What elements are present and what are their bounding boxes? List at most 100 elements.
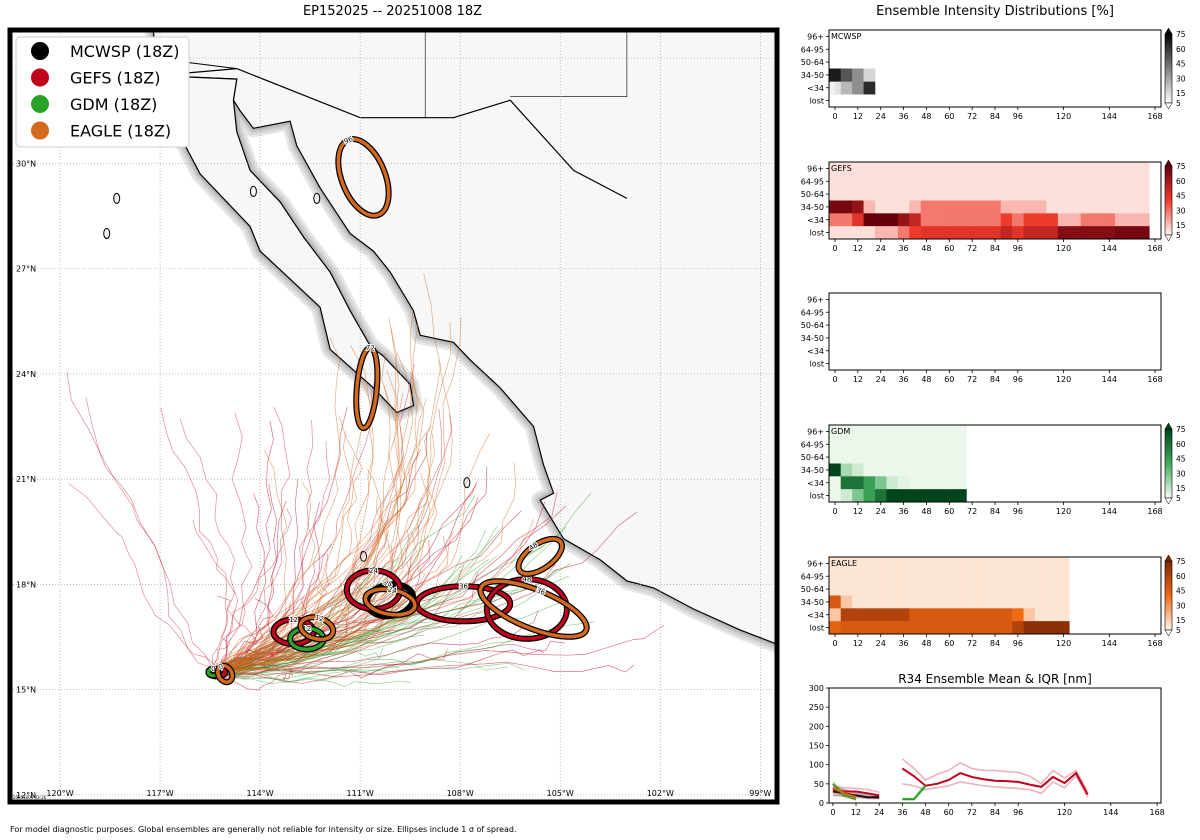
heatmap-cell — [1069, 213, 1082, 227]
heatmap-cell — [932, 162, 944, 176]
x-tick-label: 12 — [853, 375, 863, 384]
heatmap-cell — [1035, 621, 1047, 635]
heatmap-cell — [1092, 200, 1104, 214]
map-title: EP152025 -- 20251008 18Z — [302, 4, 483, 19]
heatmap-cell — [1023, 226, 1036, 240]
heatmap-cell — [1080, 162, 1093, 176]
heatmap-cell — [932, 213, 944, 227]
heatmap-cell — [943, 621, 956, 635]
heatmap-cell — [1035, 608, 1047, 622]
heatmap-cell — [863, 437, 876, 451]
heatmap-cell — [909, 621, 922, 635]
heatmap-cell — [1035, 200, 1047, 214]
heatmap-cell — [1057, 187, 1070, 201]
heatmap-cell — [1023, 187, 1036, 201]
heatmap-cell — [840, 557, 853, 571]
heatmap-cell — [1035, 226, 1047, 240]
heatmap-cell — [875, 582, 887, 596]
heatmap-cell — [829, 557, 842, 571]
heatmap-cell — [886, 582, 899, 596]
heatmap-label: GEFS — [831, 164, 852, 173]
heatmap-cell — [989, 621, 1002, 635]
ellipse-ring — [516, 537, 564, 576]
legend-label: EAGLE (18Z) — [70, 122, 171, 141]
x-tick-label: 168 — [1149, 808, 1164, 817]
map-lon-label: 108°W — [447, 789, 474, 798]
heatmap-cell — [852, 81, 864, 95]
heatmap-cell — [852, 595, 864, 609]
heatmap-cell — [897, 174, 910, 188]
map-legend: MCWSP (18Z) GEFS (18Z) GDM (18Z) EAGLE (18Z… — [15, 36, 190, 148]
heatmap-cell — [897, 595, 910, 609]
x-tick-label: 96 — [1013, 808, 1023, 817]
heatmap-cell — [909, 162, 922, 176]
colorbar-extend-bottom — [1164, 629, 1173, 637]
ensemble-track — [218, 621, 595, 675]
colorbar-tick-label: 75 — [1176, 162, 1186, 171]
heatmap-cell — [909, 200, 922, 214]
x-tick-label: 84 — [990, 639, 1000, 648]
heatmap-cell — [1046, 200, 1059, 214]
heatmap-cell — [932, 595, 944, 609]
heatmap-label: GDM — [831, 427, 850, 436]
y-tick-label: <34 — [807, 84, 824, 93]
map-lat-label: 12°N — [16, 791, 36, 800]
heatmap-cell — [1012, 187, 1024, 201]
heatmap-cell — [966, 557, 979, 571]
x-tick-label: 0 — [832, 375, 837, 384]
x-tick-label: 60 — [944, 244, 954, 253]
heatmap-cell — [875, 569, 887, 583]
heatmap-cell — [1023, 200, 1036, 214]
heatmap-cell — [943, 489, 956, 503]
right-panel-title: Ensemble Intensity Distributions [%] — [876, 4, 1114, 19]
heatmap-cell — [829, 450, 842, 464]
heatmap-cell — [897, 608, 910, 622]
colorbar-tick-label: 75 — [1176, 557, 1186, 566]
heatmap-cell — [1000, 608, 1013, 622]
ellipse-hour-label: 48 — [522, 576, 531, 584]
heatmap-cell — [1057, 621, 1070, 635]
heatmap-cell — [863, 463, 876, 477]
island — [113, 192, 121, 204]
heatmap-cell — [863, 621, 876, 635]
x-tick-label: 84 — [990, 507, 1000, 516]
x-tick-label: 144 — [1102, 375, 1117, 384]
ensemble-track — [217, 544, 545, 677]
x-tick-label: 24 — [874, 808, 884, 817]
heatmap-cell — [943, 450, 956, 464]
x-tick-label: 0 — [830, 808, 835, 817]
heatmap-cell — [1035, 557, 1047, 571]
x-tick-label: 96 — [1013, 507, 1023, 516]
heatmap-cell — [932, 582, 944, 596]
ensemble-track — [211, 669, 411, 688]
heatmap-cell — [1057, 174, 1070, 188]
heatmap-cell — [1012, 569, 1024, 583]
heatmap-cell — [977, 226, 990, 240]
ellipse-ring — [298, 615, 335, 642]
x-tick-label: 168 — [1147, 244, 1162, 253]
x-tick-label: 144 — [1103, 808, 1118, 817]
heatmap-cell — [909, 463, 922, 477]
y-tick-label: 50-64 — [801, 58, 824, 67]
heatmap-cell — [875, 437, 887, 451]
heatmap-cell — [932, 476, 944, 490]
heatmap-cell — [966, 200, 979, 214]
forecast-ellipse: 48 — [515, 535, 565, 577]
heatmap-cell — [966, 174, 979, 188]
x-tick-label: 96 — [1013, 244, 1023, 253]
x-tick-label: 120 — [1056, 244, 1071, 253]
heatmap-cell — [966, 608, 979, 622]
heatmap-cell — [932, 174, 944, 188]
ellipse-hour-label: 24 — [369, 567, 378, 575]
x-tick-label: 120 — [1056, 507, 1071, 516]
map-lat-label: 15°N — [16, 686, 36, 695]
x-tick-label: 72 — [967, 507, 977, 516]
heatmap-cell — [989, 187, 1002, 201]
heatmap-cell — [920, 187, 933, 201]
heatmap-cell — [955, 425, 967, 439]
heatmap-cell — [943, 187, 956, 201]
heatmap-cell — [897, 463, 910, 477]
heatmap-cell — [829, 226, 842, 240]
colorbar-tick-label: 15 — [1176, 221, 1186, 230]
x-tick-label: 72 — [967, 244, 977, 253]
